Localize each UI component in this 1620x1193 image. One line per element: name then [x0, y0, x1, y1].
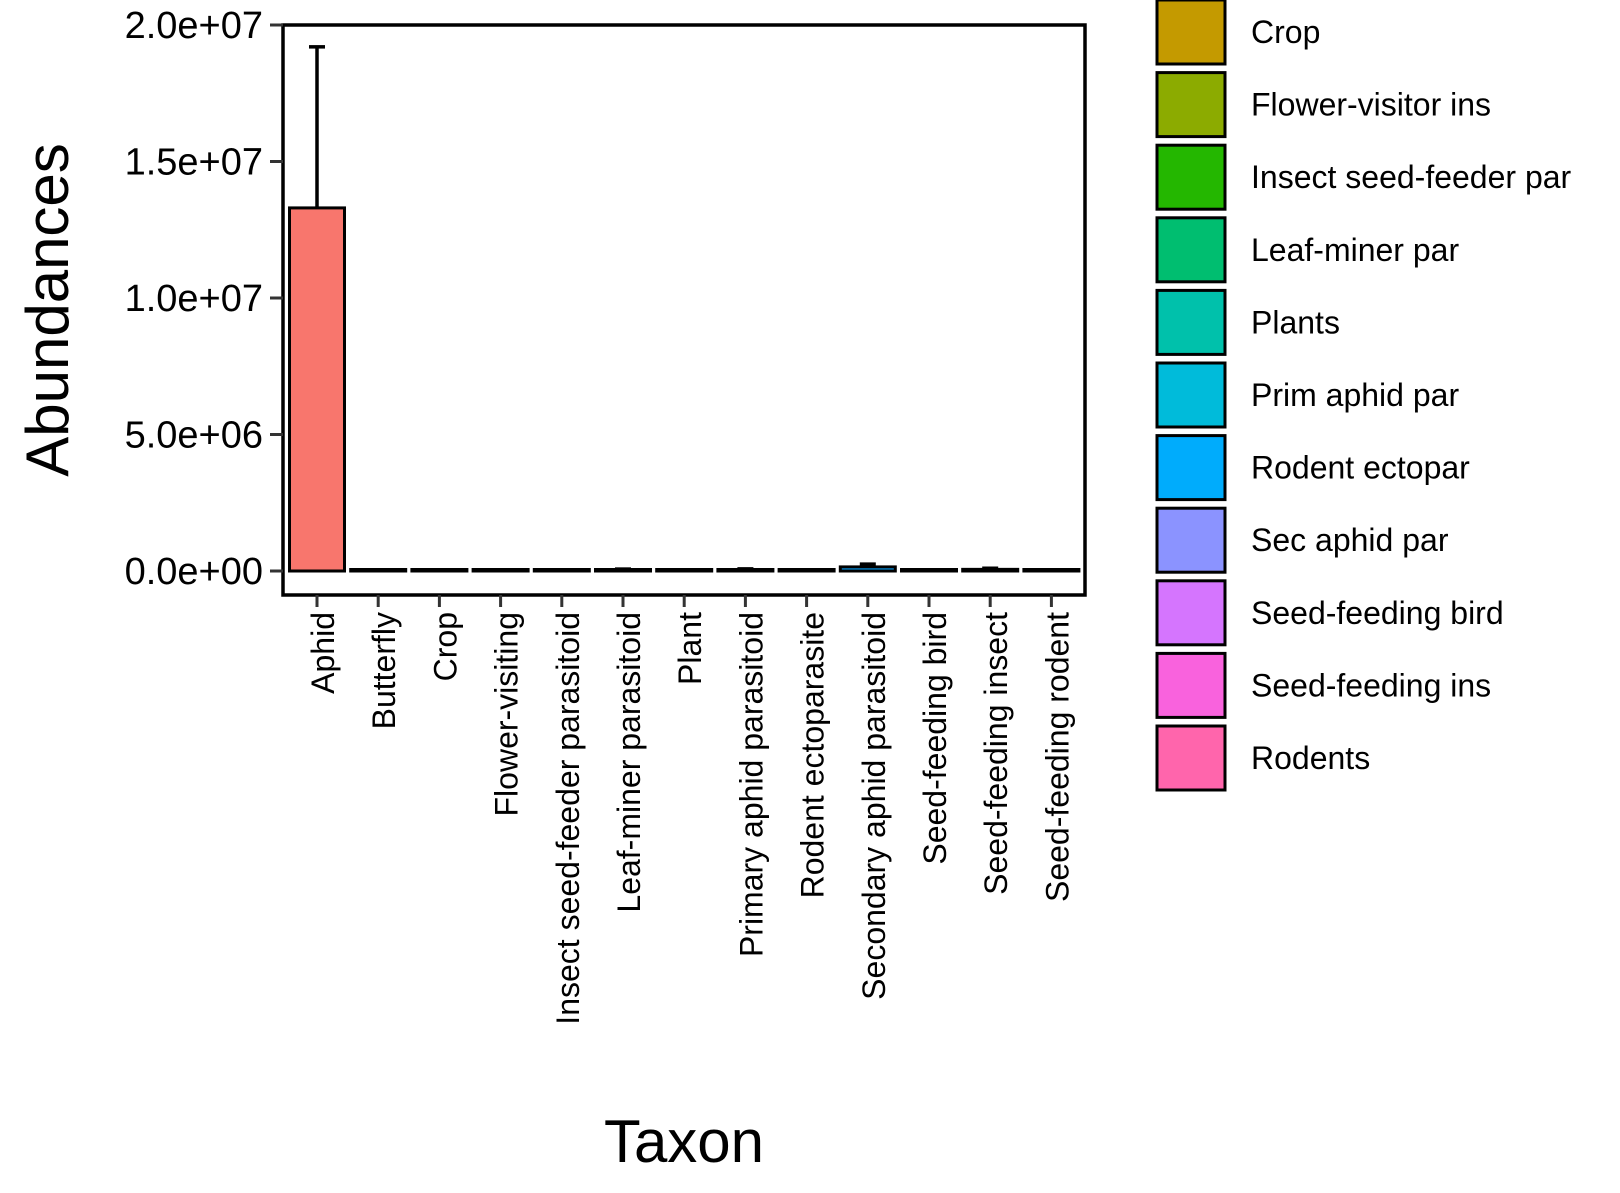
x-axis-title: Taxon: [604, 1108, 764, 1175]
legend-label-9: Seed-feeding ins: [1251, 667, 1491, 703]
x-tick-label-5: Leaf-miner parasitoid: [611, 612, 647, 913]
bar-9: [838, 565, 897, 573]
x-tick-label-11: Seed-feeding insect: [978, 612, 1014, 895]
bar-6: [655, 568, 714, 573]
x-tick-label-4: Insect seed-feeder parasitoid: [550, 612, 586, 1025]
x-tick-label-6: Plant: [672, 612, 708, 685]
bar-0: [288, 206, 346, 573]
x-tick-label-8: Rodent ectoparasite: [795, 612, 831, 898]
x-tick-label-12: Seed-feeding rodent: [1039, 612, 1075, 902]
bar-8: [777, 568, 836, 573]
y-tick-label-0: 0.0e+00: [125, 551, 263, 593]
y-tick-label-2: 1.0e+07: [125, 278, 263, 320]
legend-label-5: Prim aphid par: [1251, 377, 1459, 413]
x-tick-label-10: Seed-feeding bird: [917, 612, 953, 865]
y-tick-label-1: 5.0e+06: [125, 415, 263, 457]
legend-label-1: Flower-visitor ins: [1251, 87, 1491, 123]
bar-1: [349, 568, 408, 573]
legend-key-3: [1155, 216, 1227, 284]
plot-area: [288, 45, 1081, 573]
legend-key-2: [1155, 143, 1227, 211]
x-tick-label-0: Aphid: [305, 612, 341, 694]
legend-label-4: Plants: [1251, 304, 1340, 340]
legend-key-10: [1155, 724, 1227, 792]
y-tick-label-3: 1.5e+07: [125, 142, 263, 184]
legend-key-4: [1155, 288, 1227, 356]
legend-label-10: Rodents: [1251, 740, 1370, 776]
legend-key-7: [1155, 506, 1227, 574]
y-tick-label-4: 2.0e+07: [125, 5, 263, 47]
bar-12: [1022, 568, 1081, 573]
legend-label-2: Insect seed-feeder par: [1251, 159, 1572, 195]
bar-10: [900, 568, 958, 573]
bar-2: [410, 568, 469, 573]
legend-key-9: [1155, 651, 1227, 719]
legend-key-0: [1155, 0, 1227, 66]
x-tick-label-3: Flower-visiting: [489, 612, 525, 816]
legend-key-1: [1155, 71, 1227, 139]
legend-label-8: Seed-feeding bird: [1251, 595, 1504, 631]
x-tick-label-7: Primary aphid parasitoid: [733, 612, 769, 957]
panel-border: [281, 23, 1087, 597]
legend: Crop Flower-visitor ins Insect seed-feeder…: [1155, 0, 1572, 792]
legend-key-5: [1155, 361, 1227, 429]
x-tick-label-1: Butterfly: [366, 612, 402, 729]
legend-key-8: [1155, 579, 1227, 647]
legend-key-6: [1155, 434, 1227, 502]
bar-3: [471, 568, 530, 573]
legend-label-6: Rodent ectopar: [1251, 450, 1470, 486]
x-tick-label-9: Secondary aphid parasitoid: [856, 612, 892, 1000]
legend-label-7: Sec aphid par: [1251, 522, 1449, 558]
legend-label-3: Leaf-miner par: [1251, 232, 1459, 268]
y-axis-title: Abundances: [14, 143, 81, 477]
axes: Aphid Butterfly Crop Flower-visiting Insect …: [125, 5, 1087, 1025]
x-tick-label-2: Crop: [427, 612, 463, 681]
legend-label-0: Crop: [1251, 14, 1320, 50]
